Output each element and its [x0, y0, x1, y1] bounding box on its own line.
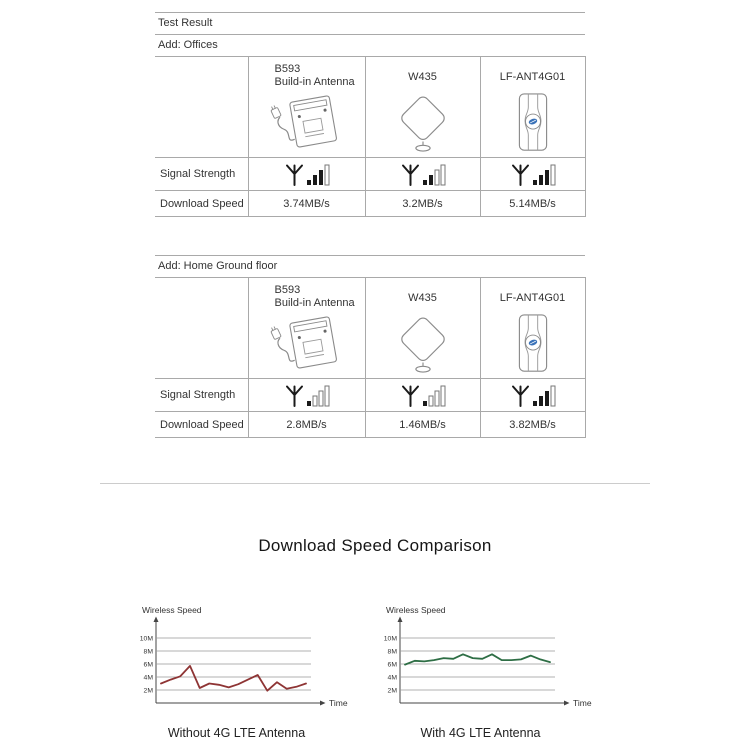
svg-text:2M: 2M [144, 687, 154, 694]
speed-value: 3.82MB/s [479, 411, 586, 438]
location-heading-offices: Add: Offices [155, 34, 585, 56]
svg-text:Wireless Speed: Wireless Speed [386, 605, 446, 615]
signal-strength-icon [284, 161, 330, 187]
speed-value: 3.74MB/s [247, 190, 365, 217]
signal-strength-glyph [285, 385, 329, 407]
test-result-heading: Test Result [155, 12, 585, 34]
signal-strength-glyph [401, 164, 445, 186]
product-name: W435 [408, 291, 437, 304]
product-name: LF-ANT4G01 [499, 70, 566, 83]
product-name: W435 [408, 70, 437, 83]
comparison-title: Download Speed Comparison [258, 536, 492, 555]
line-chart-svg: Wireless Speed 10M 8M 6M 4M 2M Time [140, 605, 348, 708]
comparison-table-offices: B593 Build-in Antenna W435 LF-ANT4G01 Sig… [155, 56, 586, 217]
product-name: LF-ANT4G01 [499, 291, 566, 304]
signal-strength-label: Signal Strength [155, 378, 248, 412]
signal-strength-icon [284, 382, 330, 408]
svg-text:10M: 10M [384, 635, 398, 642]
chart-with-antenna: Wireless Speed 10M 8M 6M 4M 2M Time With 4G LT… [383, 604, 618, 740]
b593-router-illustration [268, 315, 337, 369]
signal-strength-icon [400, 382, 446, 408]
lf-ant4g01-antenna-illustration [518, 314, 547, 372]
product-cell-w435: W435 [364, 56, 480, 158]
signal-strength-icon [510, 382, 556, 408]
test-table-section-home: Add: Home Ground floor B593 Build-in Ante… [155, 255, 586, 438]
speed-value: 3.2MB/s [364, 190, 480, 217]
product-name: B593 Build-in Antenna [274, 63, 355, 88]
chart-caption: Without 4G LTE Antenna [167, 726, 306, 740]
svg-text:10M: 10M [140, 635, 154, 642]
product-cell-b593: B593 Build-in Antenna [247, 56, 365, 158]
svg-text:8M: 8M [144, 648, 154, 655]
svg-text:4M: 4M [144, 674, 154, 681]
line-chart: Wireless Speed 10M 8M 6M 4M 2M Time [139, 604, 374, 721]
b593-router-illustration [268, 94, 337, 148]
signal-strength-glyph [285, 164, 329, 186]
download-speed-row: Download Speed 3.74MB/s 3.2MB/s 5.14MB/s [155, 190, 586, 217]
signal-strength-icon [510, 161, 556, 187]
svg-text:8M: 8M [388, 648, 398, 655]
svg-text:Time: Time [329, 698, 348, 708]
speed-value: 2.8MB/s [247, 411, 365, 438]
empty-corner-cell [155, 277, 248, 379]
line-chart: Wireless Speed 10M 8M 6M 4M 2M Time [383, 604, 618, 721]
svg-text:6M: 6M [388, 661, 398, 668]
section-divider [100, 483, 650, 484]
lf-ant4g01-antenna-illustration [518, 93, 547, 151]
svg-text:Time: Time [573, 698, 592, 708]
w435-antenna-illustration [398, 94, 447, 152]
chart-without-antenna: Wireless Speed 10M 8M 6M 4M 2M Time Without 4G… [139, 604, 374, 740]
line-chart-svg: Wireless Speed 10M 8M 6M 4M 2M Time [384, 605, 592, 708]
empty-corner-cell [155, 56, 248, 158]
signal-strength-glyph [511, 385, 555, 407]
svg-text:Wireless Speed: Wireless Speed [142, 605, 202, 615]
comparison-table-home: B593 Build-in Antenna W435 LF-ANT4G01 Sig… [155, 277, 586, 438]
svg-text:4M: 4M [388, 674, 398, 681]
w435-antenna-illustration [398, 315, 447, 373]
svg-text:6M: 6M [144, 661, 154, 668]
signal-strength-row: Signal Strength [155, 157, 586, 191]
signal-strength-glyph [401, 385, 445, 407]
product-cell-b593: B593 Build-in Antenna [247, 277, 365, 379]
signal-strength-icon [400, 161, 446, 187]
download-speed-label: Download Speed [155, 190, 248, 217]
chart-caption: With 4G LTE Antenna [420, 726, 541, 740]
speed-value: 5.14MB/s [479, 190, 586, 217]
signal-strength-row: Signal Strength [155, 378, 586, 412]
svg-text:2M: 2M [388, 687, 398, 694]
product-cell-w435: W435 [364, 277, 480, 379]
download-speed-row: Download Speed 2.8MB/s 1.46MB/s 3.82MB/s [155, 411, 586, 438]
product-header-row: B593 Build-in Antenna W435 LF-ANT4G01 [155, 277, 586, 379]
test-result-section: Test Result Add: Offices B593 Build-in An… [155, 12, 586, 438]
product-cell-lfant4g01: LF-ANT4G01 [479, 56, 586, 158]
location-heading-home: Add: Home Ground floor [155, 255, 585, 277]
product-cell-lfant4g01: LF-ANT4G01 [479, 277, 586, 379]
download-speed-label: Download Speed [155, 411, 248, 438]
product-header-row: B593 Build-in Antenna W435 LF-ANT4G01 [155, 56, 586, 158]
signal-strength-label: Signal Strength [155, 157, 248, 191]
product-name: B593 Build-in Antenna [274, 284, 355, 309]
speed-value: 1.46MB/s [364, 411, 480, 438]
test-table-section-offices: Add: Offices B593 Build-in Antenna W435 L… [155, 34, 586, 217]
signal-strength-glyph [511, 164, 555, 186]
